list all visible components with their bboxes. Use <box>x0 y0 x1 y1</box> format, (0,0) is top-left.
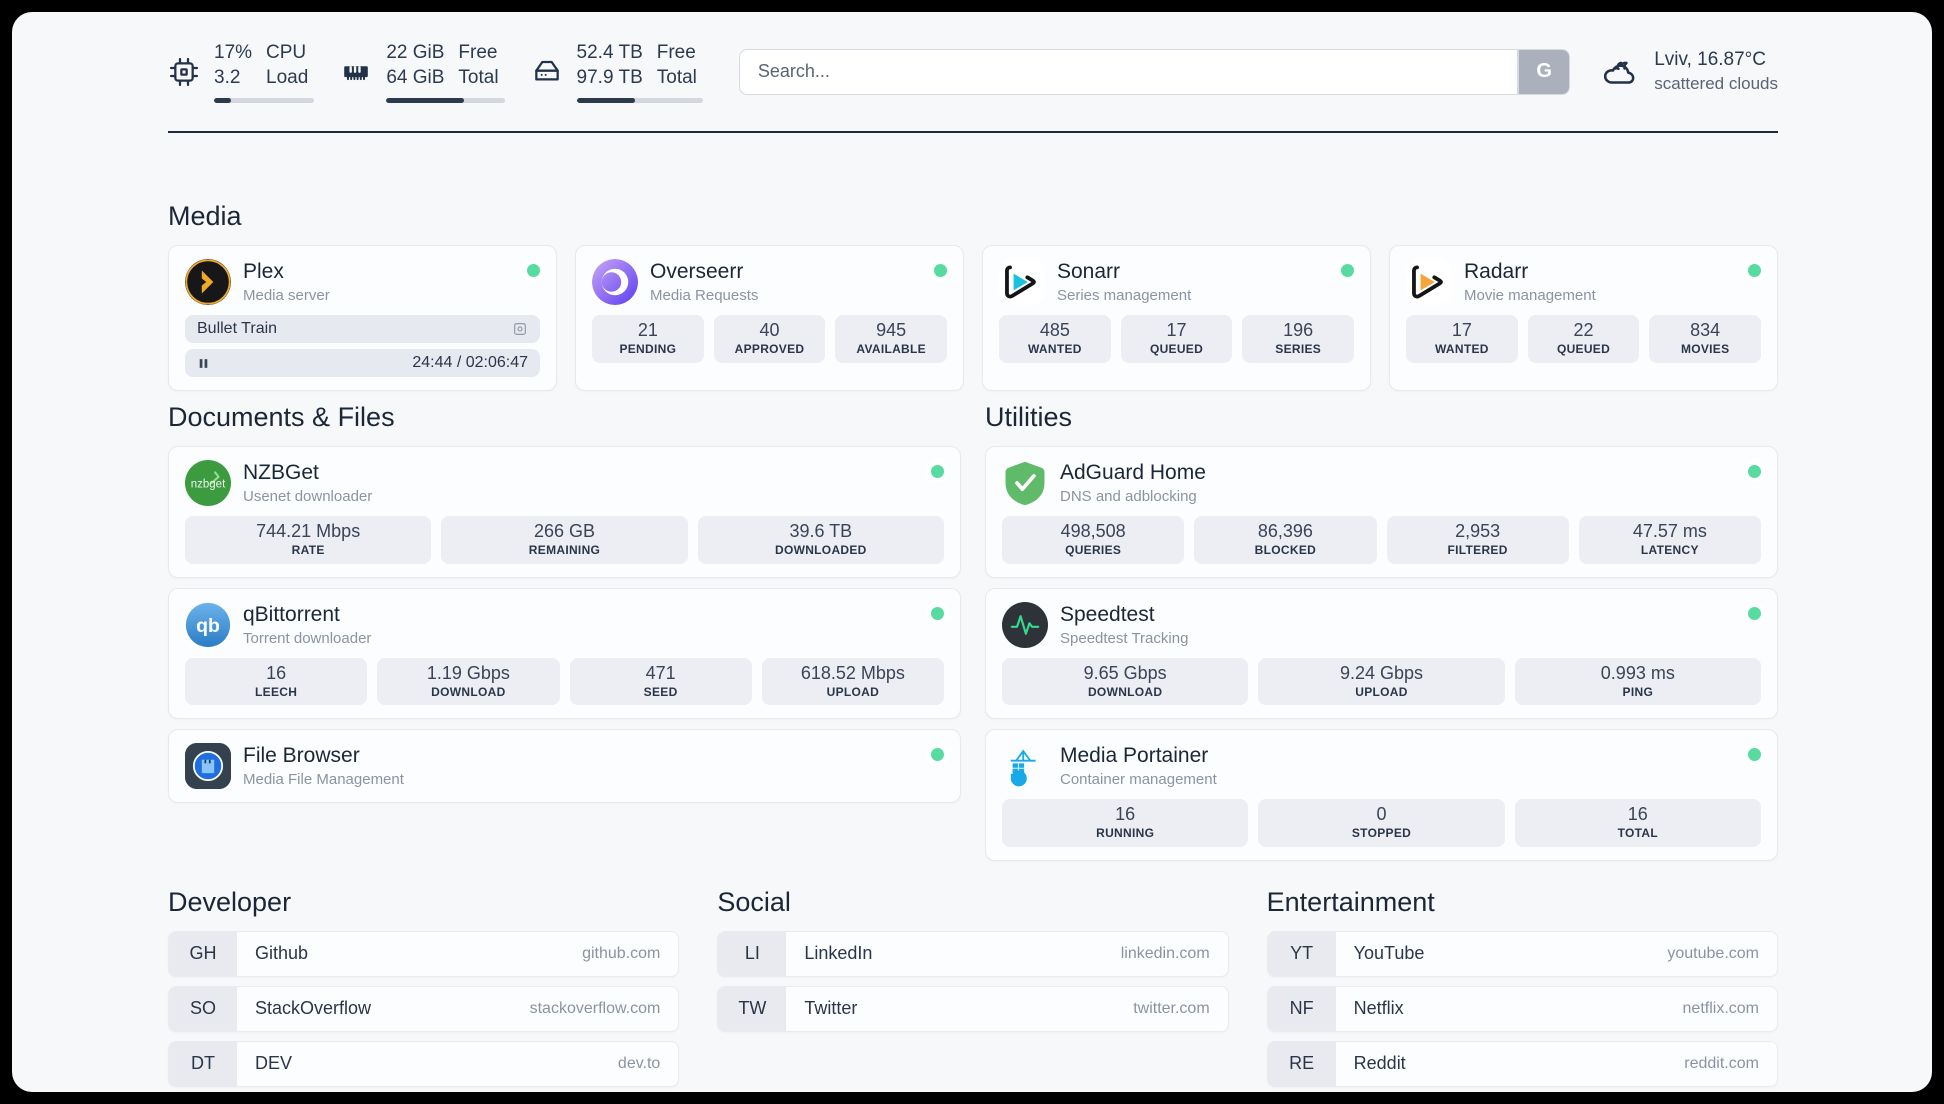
svg-text:nzbget: nzbget <box>191 478 226 490</box>
svg-text:qb: qb <box>196 615 220 637</box>
